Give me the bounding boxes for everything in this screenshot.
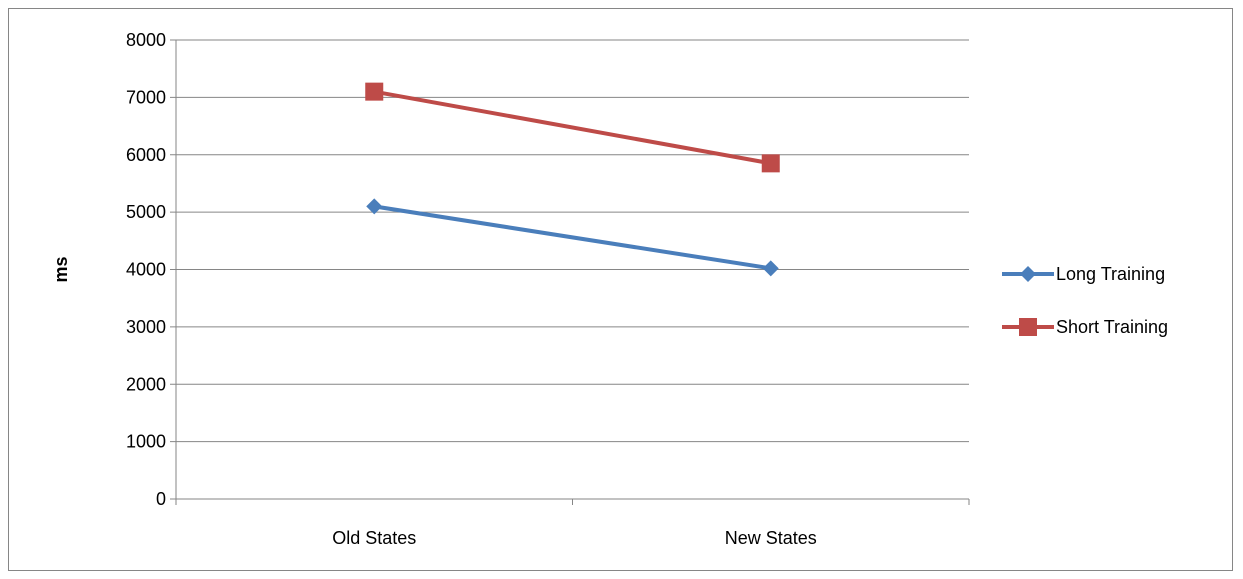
y-tick-label: 3000 [126,317,166,337]
series-long-training [366,198,779,277]
y-tick-label: 8000 [126,30,166,50]
gridlines [176,39,969,443]
legend-item: Long Training [1002,264,1165,284]
y-tick-label: 4000 [126,260,166,280]
legend-item: Short Training [1002,317,1168,337]
x-category-label: Old States [332,528,416,548]
data-point-marker [365,82,384,101]
chart-frame: 0 1000 2000 3000 4000 5000 6000 7000 8000 Old St… [8,8,1233,571]
y-tick-labels: 0 1000 2000 3000 4000 5000 6000 7000 8000 [126,30,166,509]
y-tick-label: 7000 [126,87,166,107]
legend: Long Training Short Training [1002,264,1168,337]
series-line [373,204,772,271]
data-point-marker [1020,266,1036,282]
line-chart: 0 1000 2000 3000 4000 5000 6000 7000 8000 Old St… [51,30,1168,548]
series [365,82,780,277]
legend-label: Short Training [1056,317,1168,337]
x-category-label: New States [725,528,817,548]
axes [170,39,970,505]
y-tick-label: 6000 [126,145,166,165]
y-axis-title: ms [51,256,71,282]
y-tick-label: 1000 [126,432,166,452]
data-point-marker [761,154,780,173]
data-point-marker [762,260,779,277]
y-tick-label: 2000 [126,374,166,394]
x-category-labels: Old States New States [332,528,817,548]
data-point-marker [1019,318,1037,336]
y-tick-label: 5000 [126,202,166,222]
series-short-training [365,82,780,173]
data-point-marker [366,198,383,215]
y-tick-label: 0 [156,489,166,509]
legend-label: Long Training [1056,264,1165,284]
series-line [373,89,772,166]
